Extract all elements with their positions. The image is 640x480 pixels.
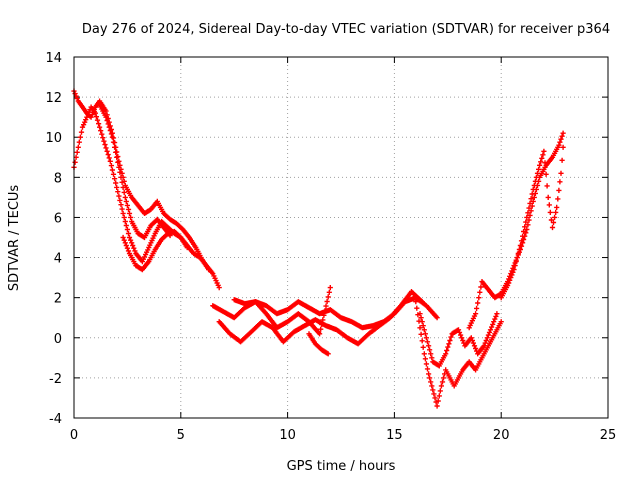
plus-markers: [306, 331, 331, 357]
data-points: [71, 88, 566, 409]
chart-title: Day 276 of 2024, Sidereal Day-to-day VTE…: [82, 22, 610, 37]
series-track-f: [216, 289, 425, 347]
x-tick-label: 5: [177, 428, 185, 443]
plus-markers: [413, 299, 504, 409]
series-track-c: [120, 228, 190, 273]
y-tick-label: 0: [54, 332, 62, 347]
y-tick-label: 10: [45, 131, 62, 146]
series-track-b: [71, 88, 212, 273]
y-tick-label: 12: [45, 91, 62, 106]
y-tick-label: 6: [54, 211, 62, 226]
x-tick-label: 0: [70, 428, 78, 443]
plot-frame: [73, 56, 609, 419]
axis-ticks: 0 5 10 15 20 25 -4 -2 0 2 4 6 8 10 12 14: [45, 51, 616, 443]
series-track-l: [498, 144, 566, 301]
series-track-h: [306, 331, 331, 357]
series-track-k: [466, 130, 566, 331]
plus-markers: [231, 285, 333, 337]
series-track-d: [97, 102, 173, 241]
y-axis-label: SDTVAR / TECUs: [7, 185, 22, 292]
y-tick-label: -4: [49, 412, 62, 427]
x-tick-label: 10: [279, 428, 296, 443]
plus-markers: [498, 144, 566, 301]
plus-markers: [216, 289, 425, 347]
x-tick-label: 15: [386, 428, 403, 443]
y-tick-label: 8: [54, 171, 62, 186]
plus-markers: [71, 88, 212, 273]
plus-markers: [466, 130, 566, 331]
y-tick-label: 14: [45, 51, 62, 66]
series-track-i: [413, 299, 504, 409]
plus-markers: [417, 311, 500, 369]
x-tick-label: 20: [493, 428, 510, 443]
plus-markers: [97, 102, 173, 241]
series-track-j: [417, 311, 500, 369]
y-tick-label: -2: [49, 372, 62, 387]
x-axis-label: GPS time / hours: [287, 459, 396, 474]
series-track-g: [231, 285, 333, 337]
plus-markers: [120, 228, 190, 273]
x-tick-label: 25: [600, 428, 617, 443]
y-tick-label: 4: [54, 252, 62, 267]
y-tick-label: 2: [54, 292, 62, 307]
